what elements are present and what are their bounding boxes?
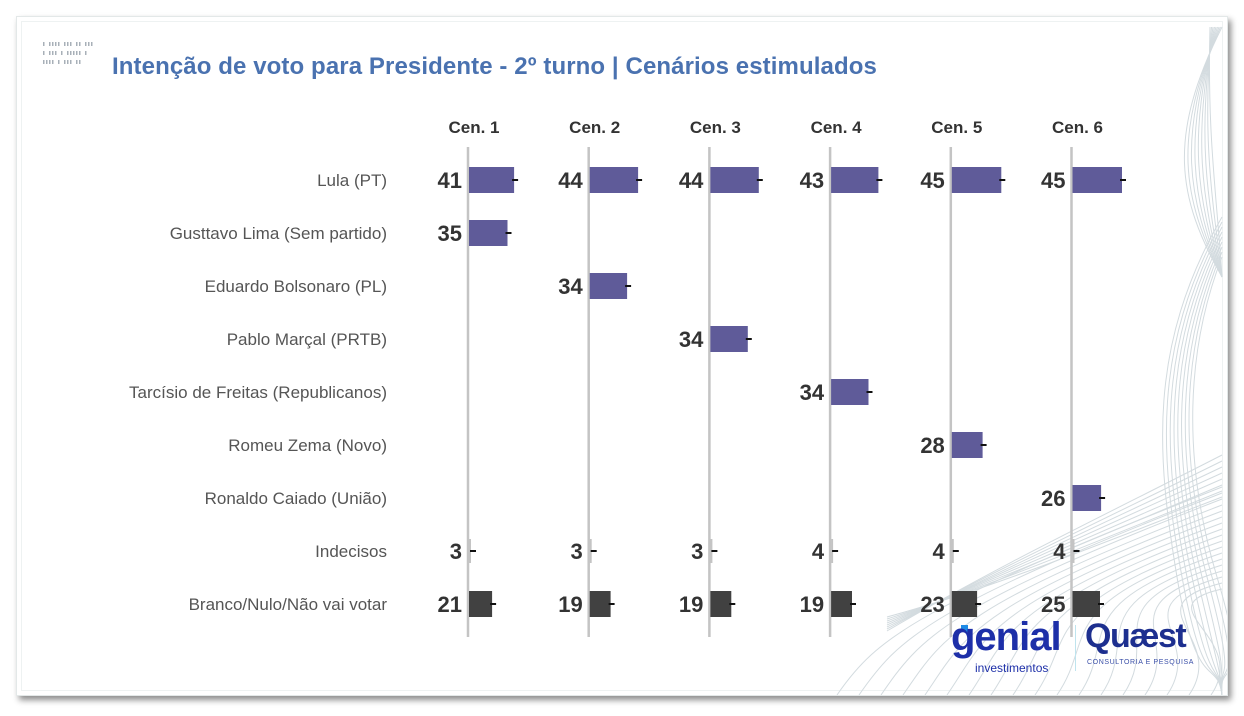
bar [469,167,515,193]
data-label: 3 [450,539,462,564]
bar [1072,167,1122,193]
logos: genial investimentos Quæst CONSULTORIA E… [951,615,1201,679]
slide: Intenção de voto para Presidente - 2º tu… [16,16,1228,696]
quaest-logo-subtitle: CONSULTORIA E PESQUISA [1087,659,1195,666]
data-label: 43 [800,168,824,193]
bar [831,379,869,405]
page-title: Intenção de voto para Presidente - 2º tu… [112,53,877,80]
bar [589,591,611,617]
data-label: 45 [1041,168,1065,193]
bar [589,273,628,299]
category-label: Romeu Zema (Novo) [228,436,387,455]
genial-logo: genial [951,615,1062,659]
genial-logo-subtitle: investimentos [975,661,1049,675]
bar [589,167,639,193]
scenario-header: Cen. 1 [448,118,499,137]
bar [469,591,493,617]
decorative-dots-icon [43,42,93,64]
logo-divider [1075,625,1076,671]
data-label: 34 [679,327,704,352]
bar [710,326,748,352]
bar [1072,485,1102,511]
data-label: 35 [438,221,462,246]
data-label: 34 [558,274,583,299]
data-label: 4 [1053,539,1066,564]
data-label: 4 [933,539,946,564]
bar [710,591,732,617]
bar [951,167,1002,193]
decorative-waves [836,26,1227,695]
category-label: Branco/Nulo/Não vai votar [189,595,388,614]
data-label: 4 [812,539,825,564]
data-label: 44 [679,168,704,193]
category-label: Lula (PT) [317,171,387,190]
data-label: 26 [1041,486,1065,511]
data-label: 34 [800,380,825,405]
category-label: Tarcísio de Freitas (Republicanos) [129,383,387,402]
bar-chart: Lula (PT) Gusttavo Lima (Sem partido) Edua… [129,118,1126,637]
data-label: 3 [570,539,582,564]
data-label: 19 [558,592,582,617]
genial-logo-mark-icon [961,625,968,632]
data-label: 28 [920,433,944,458]
bar [951,432,983,458]
bar [831,167,879,193]
scenario-header: Cen. 2 [569,118,620,137]
scenario-header: Cen. 6 [1052,118,1103,137]
data-label: 3 [691,539,703,564]
bar [951,591,978,617]
data-label: 44 [558,168,583,193]
data-label: 19 [679,592,703,617]
data-label: 19 [800,592,824,617]
bar [710,167,759,193]
data-label: 25 [1041,592,1065,617]
category-label: Gusttavo Lima (Sem partido) [170,224,387,243]
data-label: 45 [920,168,944,193]
category-label: Indecisos [315,542,387,561]
category-label: Ronaldo Caiado (União) [205,489,387,508]
category-label: Pablo Marçal (PRTB) [227,330,387,349]
data-label: 23 [920,592,944,617]
scenario-header: Cen. 4 [811,118,863,137]
data-label: 41 [438,168,462,193]
quaest-logo: Quæst [1085,617,1187,655]
scenario-header: Cen. 5 [931,118,982,137]
bar [469,220,508,246]
bar [831,591,852,617]
bar [1072,591,1100,617]
scenario-header: Cen. 3 [690,118,741,137]
category-label: Eduardo Bolsonaro (PL) [205,277,387,296]
data-label: 21 [438,592,462,617]
